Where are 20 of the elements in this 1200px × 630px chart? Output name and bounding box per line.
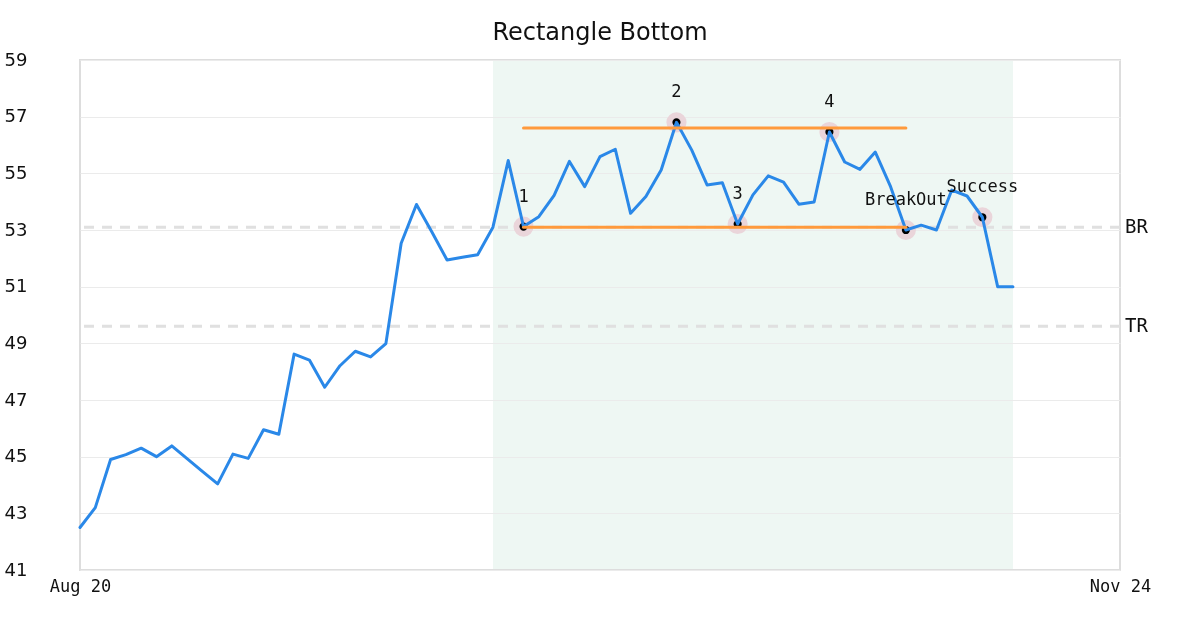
annotation: 4 <box>824 90 835 111</box>
y-tick-label: 43 <box>4 501 28 523</box>
y-tick-label: 49 <box>4 331 28 353</box>
x-tick-label: Nov 24 <box>1089 575 1152 596</box>
y-tick-label: 51 <box>4 275 28 297</box>
ref-line-label: TR <box>1125 314 1149 337</box>
annotation: 3 <box>732 183 743 204</box>
y-tick-label: 55 <box>4 161 28 183</box>
x-tick-label: Aug 20 <box>49 575 112 596</box>
annotation: Success <box>946 176 1019 197</box>
y-tick-label: 53 <box>4 218 28 240</box>
y-tick-label: 57 <box>4 105 28 127</box>
ref-line-label: BR <box>1125 215 1149 238</box>
y-tick-label: 41 <box>4 558 28 580</box>
y-tick-label: 59 <box>4 48 28 70</box>
annotation: 1 <box>518 185 529 206</box>
chart-title: Rectangle Bottom <box>492 18 708 46</box>
y-tick-label: 45 <box>4 445 28 467</box>
annotation: 2 <box>671 81 682 102</box>
y-tick-label: 47 <box>4 388 28 410</box>
